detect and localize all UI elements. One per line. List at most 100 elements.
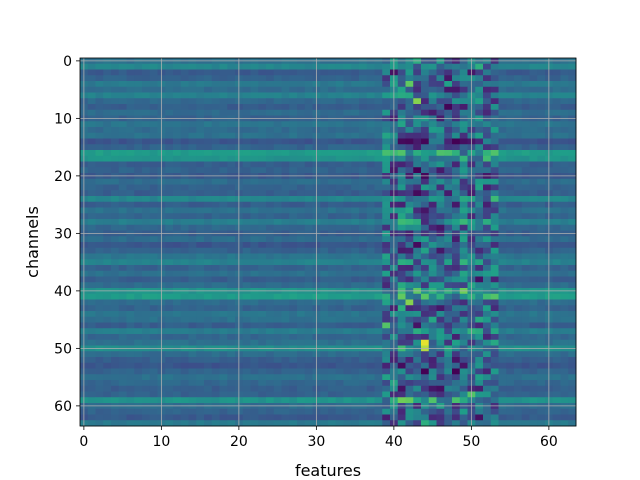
heatmap-cell: [444, 132, 453, 139]
heatmap-cell: [568, 276, 577, 283]
heatmap-cell: [219, 196, 228, 203]
heatmap-cell: [343, 397, 352, 404]
heatmap-cell: [405, 69, 414, 76]
heatmap-cell: [490, 391, 499, 398]
heatmap-cell: [142, 305, 151, 312]
heatmap-cell: [351, 282, 360, 289]
heatmap-cell: [374, 63, 383, 70]
heatmap-cell: [405, 253, 414, 260]
heatmap-cell: [227, 75, 236, 82]
heatmap-cell: [227, 408, 236, 415]
heatmap-cell: [289, 98, 298, 105]
heatmap-cell: [219, 334, 228, 341]
x-tick-label: 60: [540, 434, 558, 450]
heatmap-cell: [413, 362, 422, 369]
heatmap-cell: [165, 385, 174, 392]
heatmap-cell: [374, 224, 383, 231]
heatmap-cell: [281, 92, 290, 99]
heatmap-cell: [529, 339, 538, 346]
heatmap-cell: [95, 178, 104, 185]
heatmap-cell: [242, 391, 251, 398]
heatmap-cell: [142, 334, 151, 341]
heatmap-cell: [552, 242, 561, 249]
heatmap-cell: [227, 414, 236, 421]
heatmap-cell: [335, 351, 344, 358]
heatmap-cell: [397, 247, 406, 254]
heatmap-cell: [180, 322, 189, 329]
heatmap-cell: [219, 293, 228, 300]
heatmap-cell: [405, 207, 414, 214]
heatmap-cell: [560, 293, 569, 300]
heatmap-cell: [266, 104, 275, 111]
heatmap-cell: [335, 357, 344, 364]
heatmap-cell: [413, 259, 422, 266]
heatmap-cell: [281, 305, 290, 312]
heatmap-cell: [514, 247, 523, 254]
heatmap-cell: [273, 132, 282, 139]
heatmap-cell: [204, 219, 213, 226]
heatmap-cell: [560, 184, 569, 191]
heatmap-cell: [366, 178, 375, 185]
heatmap-cell: [397, 408, 406, 415]
heatmap-cell: [483, 167, 492, 174]
heatmap-cell: [506, 242, 515, 249]
heatmap-cell: [568, 155, 577, 162]
heatmap-cell: [413, 161, 422, 168]
heatmap-cell: [490, 414, 499, 421]
heatmap-cell: [258, 328, 267, 335]
heatmap-cell: [281, 247, 290, 254]
heatmap-cell: [506, 311, 515, 318]
heatmap-cell: [568, 178, 577, 185]
heatmap-cell: [304, 63, 313, 70]
heatmap-cell: [413, 69, 422, 76]
heatmap-cell: [405, 276, 414, 283]
heatmap-cell: [490, 219, 499, 226]
heatmap-cell: [514, 213, 523, 220]
heatmap-cell: [405, 247, 414, 254]
heatmap-cell: [87, 92, 96, 99]
heatmap-cell: [498, 380, 507, 387]
heatmap-cell: [173, 63, 182, 70]
heatmap-cell: [227, 63, 236, 70]
heatmap-cell: [126, 86, 135, 93]
heatmap-cell: [320, 236, 329, 243]
heatmap-cell: [529, 380, 538, 387]
heatmap-cell: [444, 127, 453, 134]
heatmap-cell: [173, 357, 182, 364]
heatmap-cell: [211, 196, 220, 203]
heatmap-cell: [521, 75, 530, 82]
heatmap-cell: [173, 161, 182, 168]
heatmap-cell: [397, 219, 406, 226]
heatmap-cell: [188, 98, 197, 105]
heatmap-cell: [490, 132, 499, 139]
heatmap-cell: [335, 362, 344, 369]
heatmap-cell: [328, 161, 337, 168]
heatmap-cell: [529, 236, 538, 243]
heatmap-cell: [258, 322, 267, 329]
heatmap-cell: [204, 408, 213, 415]
heatmap-cell: [289, 75, 298, 82]
heatmap-cell: [266, 75, 275, 82]
heatmap-cell: [436, 305, 445, 312]
heatmap-cell: [134, 219, 143, 226]
heatmap-cell: [219, 150, 228, 157]
heatmap-cell: [320, 155, 329, 162]
heatmap-cell: [118, 242, 127, 249]
heatmap-cell: [366, 282, 375, 289]
heatmap-cell: [95, 293, 104, 300]
heatmap-cell: [328, 86, 337, 93]
heatmap-cell: [281, 121, 290, 128]
heatmap-cell: [297, 81, 306, 88]
heatmap-cell: [126, 351, 135, 358]
heatmap-cell: [134, 167, 143, 174]
heatmap-cell: [405, 334, 414, 341]
heatmap-cell: [374, 98, 383, 105]
heatmap-cell: [560, 328, 569, 335]
heatmap-cell: [95, 311, 104, 318]
heatmap-cell: [95, 391, 104, 398]
heatmap-cell: [219, 259, 228, 266]
heatmap-cell: [95, 69, 104, 76]
heatmap-cell: [382, 259, 391, 266]
heatmap-cell: [149, 351, 158, 358]
heatmap-cell: [87, 247, 96, 254]
